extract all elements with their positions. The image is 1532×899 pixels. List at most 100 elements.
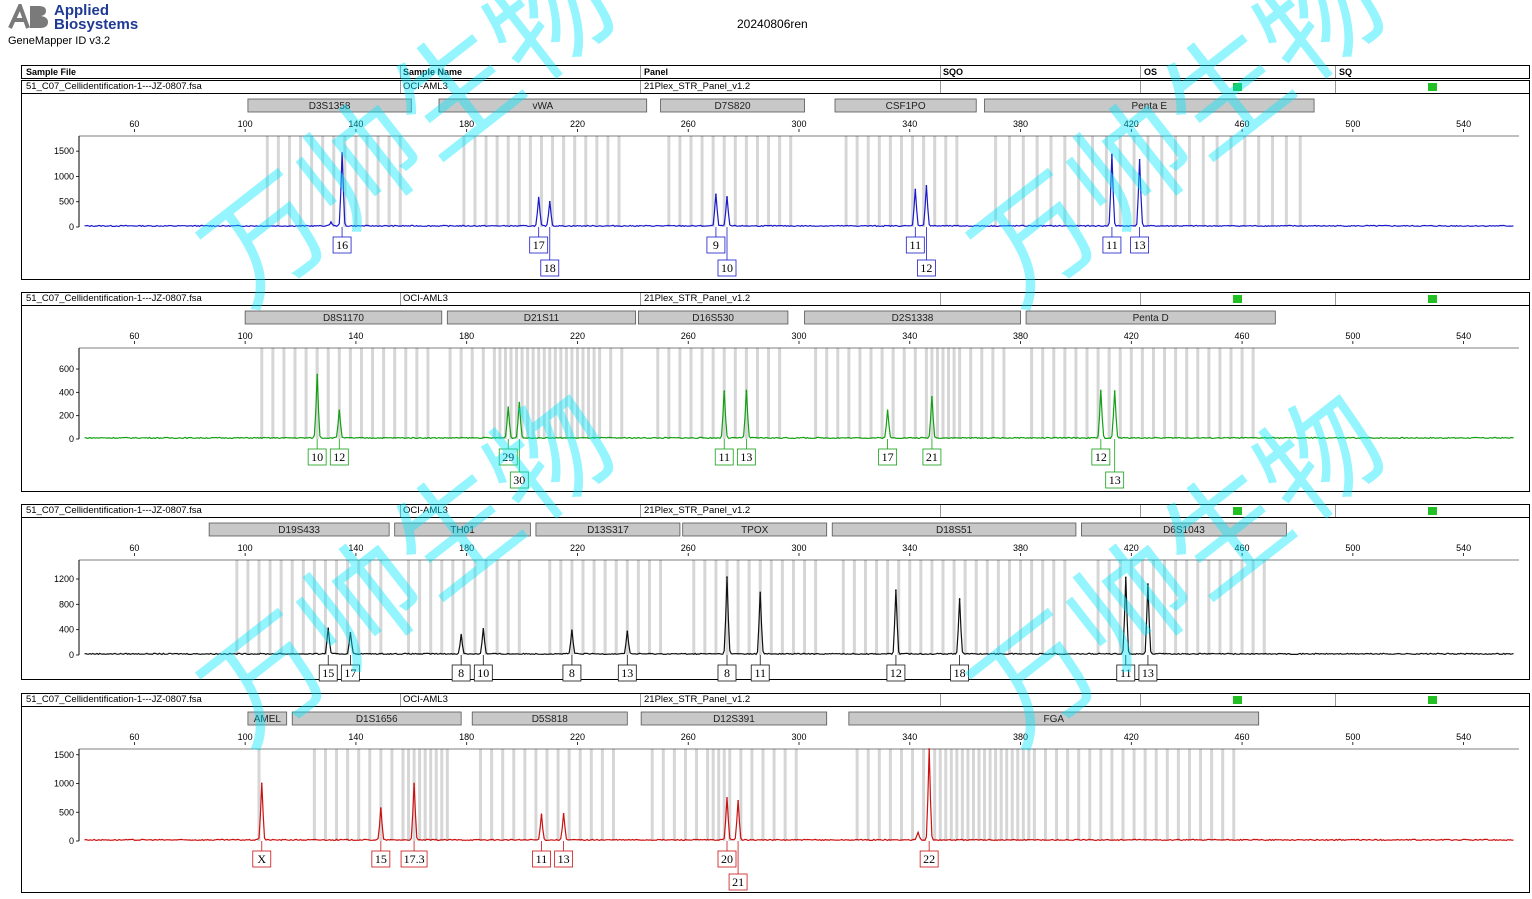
marker-csf1po[interactable]: CSF1PO: [834, 98, 977, 113]
allele-call[interactable]: 12: [1091, 439, 1111, 466]
allele-call[interactable]: 11: [750, 655, 770, 682]
allele-call[interactable]: 13: [1105, 439, 1125, 489]
peak-apex[interactable]: [338, 409, 341, 412]
allele-call[interactable]: 17: [529, 227, 549, 254]
peak-apex[interactable]: [917, 832, 919, 834]
allele-call[interactable]: 10: [473, 655, 493, 682]
allele-call[interactable]: 16: [332, 227, 352, 254]
marker-d12s391[interactable]: D12S391: [640, 711, 828, 726]
allele-call[interactable]: 21: [922, 439, 942, 466]
allele-call[interactable]: 13: [554, 841, 574, 868]
peak-apex[interactable]: [482, 628, 485, 630]
allele-call[interactable]: 15: [371, 841, 391, 868]
peak-apex[interactable]: [562, 813, 565, 815]
allele-call[interactable]: 17.3: [400, 841, 428, 868]
col-sq[interactable]: SQ: [1339, 67, 1353, 77]
allele-call[interactable]: 18: [950, 655, 970, 682]
allele-call[interactable]: 13: [617, 655, 637, 682]
marker-d7s820[interactable]: D7S820: [660, 98, 805, 113]
allele-call[interactable]: 22: [919, 841, 939, 868]
col-sample-file[interactable]: Sample File: [26, 67, 77, 77]
peak-apex[interactable]: [726, 797, 728, 799]
peak-apex[interactable]: [626, 630, 629, 633]
marker-d16s530[interactable]: D16S530: [637, 310, 789, 325]
peak-apex[interactable]: [1138, 158, 1141, 161]
allele-call[interactable]: 13: [736, 439, 756, 466]
peak-apex[interactable]: [349, 632, 352, 634]
peak-apex[interactable]: [260, 782, 263, 785]
peak-apex[interactable]: [571, 630, 573, 632]
allele-call[interactable]: 11: [1116, 655, 1136, 682]
peak-apex[interactable]: [518, 402, 521, 404]
marker-d19s433[interactable]: D19S433: [208, 522, 390, 537]
allele-call[interactable]: 12: [916, 227, 936, 277]
allele-call[interactable]: 18: [540, 227, 560, 277]
sample-info-row[interactable]: 51_C07_Cellidentification-1---JZ-0807.fs…: [22, 694, 1529, 707]
allele-call[interactable]: 10: [717, 227, 737, 277]
peak-apex[interactable]: [327, 627, 330, 630]
peak-apex[interactable]: [715, 193, 717, 196]
peak-apex[interactable]: [895, 589, 897, 592]
sample-info-row[interactable]: 51_C07_Cellidentification-1---JZ-0807.fs…: [22, 505, 1529, 518]
marker-d6s1043[interactable]: D6S1043: [1081, 522, 1287, 537]
peak-apex[interactable]: [460, 634, 462, 637]
peak-apex[interactable]: [316, 374, 318, 376]
peak-apex[interactable]: [925, 185, 928, 187]
peak-apex[interactable]: [723, 390, 726, 392]
col-sqo[interactable]: SQO: [943, 67, 964, 77]
marker-amel[interactable]: AMEL: [247, 711, 288, 726]
marker-d18s51[interactable]: D18S51: [831, 522, 1077, 537]
peak-apex[interactable]: [537, 197, 540, 199]
allele-call[interactable]: 11: [532, 841, 551, 868]
marker-th01[interactable]: TH01: [394, 522, 531, 537]
electropherogram-plot[interactable]: D8S1170 D21S11 D16S530 D2S1338 Penta D60 100 1…: [22, 293, 1529, 493]
peak-apex[interactable]: [958, 598, 961, 601]
allele-call[interactable]: 29: [498, 439, 518, 466]
peak-apex[interactable]: [330, 222, 332, 224]
allele-call[interactable]: 13: [1138, 655, 1158, 682]
marker-fga[interactable]: FGA: [848, 711, 1260, 726]
allele-call[interactable]: 13: [1130, 227, 1150, 254]
col-sample-name[interactable]: Sample Name: [403, 67, 463, 77]
allele-call[interactable]: X: [252, 841, 272, 868]
electropherogram-plot[interactable]: AMEL D1S1656 D5S818 D12S391 FGA 60 100 140 180 22…: [22, 694, 1529, 894]
allele-call[interactable]: 21: [728, 841, 748, 891]
electropherogram-plot[interactable]: D3S1358 vWA D7S820 CSF1PO Penta E60 100 140 180…: [22, 81, 1529, 281]
marker-vwa[interactable]: vWA: [438, 98, 648, 113]
peak-apex[interactable]: [540, 814, 543, 816]
marker-penta-e[interactable]: Penta E: [984, 98, 1315, 113]
peak-apex[interactable]: [341, 152, 343, 155]
peak-apex[interactable]: [1124, 576, 1127, 579]
allele-call[interactable]: 11: [905, 227, 925, 254]
peak-apex[interactable]: [1113, 390, 1116, 392]
peak-apex[interactable]: [931, 396, 933, 398]
peak-apex[interactable]: [1111, 153, 1113, 156]
marker-d2s1338[interactable]: D2S1338: [804, 310, 1021, 325]
marker-penta-d[interactable]: Penta D: [1025, 310, 1276, 325]
allele-call[interactable]: 12: [886, 655, 906, 682]
marker-tpox[interactable]: TPOX: [682, 522, 828, 537]
peak-apex[interactable]: [928, 748, 930, 751]
allele-call[interactable]: 20: [717, 841, 737, 868]
marker-d3s1358[interactable]: D3S1358: [247, 98, 412, 113]
peak-apex[interactable]: [914, 188, 917, 191]
marker-d5s818[interactable]: D5S818: [471, 711, 628, 726]
allele-call[interactable]: 9: [706, 227, 726, 254]
peak-apex[interactable]: [745, 390, 748, 392]
allele-call[interactable]: 12: [329, 439, 349, 466]
peak-apex[interactable]: [1100, 390, 1102, 392]
sample-info-row[interactable]: 51_C07_Cellidentification-1---JZ-0807.fs…: [22, 293, 1529, 306]
peak-apex[interactable]: [726, 576, 728, 578]
marker-d21s11[interactable]: D21S11: [446, 310, 637, 325]
peak-apex[interactable]: [507, 406, 510, 409]
peak-apex[interactable]: [380, 808, 382, 810]
allele-call[interactable]: 30: [509, 439, 529, 489]
marker-d8s1170[interactable]: D8S1170: [244, 310, 443, 325]
allele-call[interactable]: 15: [318, 655, 338, 682]
peak-apex[interactable]: [1147, 583, 1149, 585]
peak-apex[interactable]: [548, 200, 551, 203]
allele-call[interactable]: 8: [717, 655, 737, 682]
marker-d13s317[interactable]: D13S317: [535, 522, 681, 537]
sample-info-row[interactable]: 51_C07_Cellidentification-1---JZ-0807.fs…: [22, 81, 1529, 94]
